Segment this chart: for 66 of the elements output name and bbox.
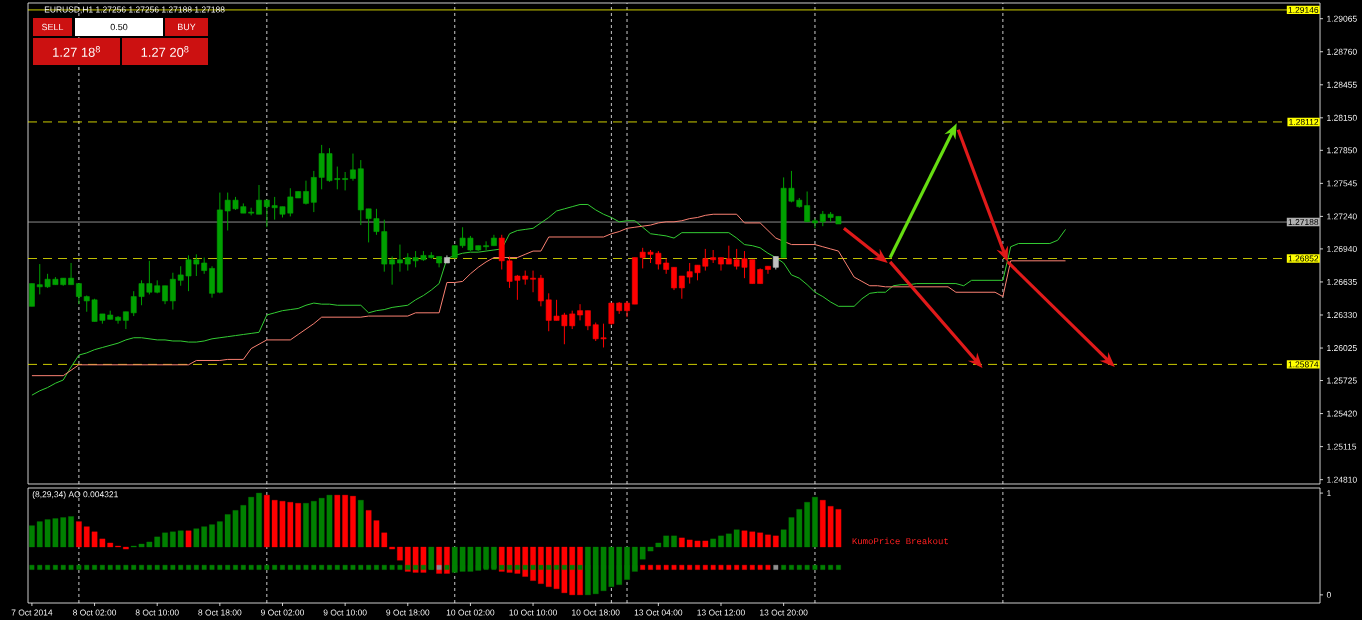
candlestick [718,257,724,272]
y-tick-label: 1.28150 [1327,114,1357,121]
bar [256,492,262,548]
bar [185,530,192,548]
x-tick-label: 7 Oct 2014 [11,609,53,616]
y-tick-label: 1.24810 [1327,476,1357,483]
bar [209,524,215,548]
x-tick-label: 9 Oct 02:00 [260,609,305,616]
y-tick-label: 1.26940 [1327,245,1357,252]
candlestick [68,262,74,286]
x-tick-label: 10 Oct 18:00 [572,609,620,616]
x-tick-label: 13 Oct 20:00 [760,609,808,616]
bar [671,535,677,548]
y-tick-label: 1.28760 [1327,48,1357,55]
candlestick [350,153,356,182]
y-tick-label: 1.25115 [1327,443,1357,450]
y-tick-label: 1.26330 [1327,312,1357,318]
x-tick-label: 13 Oct 04:00 [634,609,683,616]
candlestick [256,184,262,215]
ref-line-label: 1.27188 [1288,219,1319,226]
y-tick-label: 1.27545 [1327,180,1357,187]
y-tick-label: 1.29065 [1327,15,1357,22]
candlestick [397,244,403,273]
y-tick-label: 0 [1326,591,1331,598]
candlestick [483,240,489,251]
annotation: SELL [41,23,64,31]
x-tick-label: 10 Oct 02:00 [446,609,495,616]
chart-title: (8,29,34) AO 0.004321 [32,491,118,499]
y-tick-label: 1 [1327,490,1331,496]
annotation: KumoPrice Breakout [852,537,948,545]
bar [718,535,724,548]
y-tick-label: 1.25725 [1327,377,1357,384]
chart-title: EURUSD,H1 1.27256 1.27256 1.27188 1.27188 [44,6,225,14]
candlestick [530,270,536,293]
annotation: 0.50 [110,23,128,31]
ref-line-label: 1.28112 [1289,118,1319,125]
x-tick-label: 8 Oct 10:00 [135,609,179,616]
candlestick [577,303,583,321]
x-tick-label: 9 Oct 10:00 [323,609,367,616]
y-tick-label: 1.25420 [1327,410,1357,417]
bar [710,538,716,548]
y-tick-label: 1.27240 [1327,213,1357,220]
ref-line-label: 1.29146 [1288,6,1319,13]
x-tick-label: 9 Oct 18:00 [386,609,430,616]
candlestick [162,285,168,305]
x-tick-label: 13 Oct 12:00 [697,609,745,616]
candlestick [29,283,35,307]
annotation: 1.27 20$^{8}$ [141,46,189,57]
bar [428,546,435,570]
annotation: 1.27 18$^{8}$ [53,46,100,57]
candlestick [115,315,121,325]
bar [123,546,129,550]
y-tick-label: 1.26025 [1327,345,1357,352]
candlestick [671,266,677,291]
ref-line-label: 1.25874 [1288,361,1319,368]
bar [357,500,364,548]
ref-line-label: 1.26852 [1288,255,1319,262]
y-tick-label: 1.26635 [1327,278,1357,285]
y-tick-label: 1.27850 [1327,147,1357,154]
bar [350,495,356,548]
annotation: BUY [178,23,196,31]
x-tick-label: 8 Oct 18:00 [198,609,242,616]
y-tick-label: 1.28455 [1327,81,1357,88]
x-tick-label: 10 Oct 10:00 [509,609,557,616]
x-tick-label: 8 Oct 02:00 [73,609,117,616]
candlestick [765,265,771,275]
